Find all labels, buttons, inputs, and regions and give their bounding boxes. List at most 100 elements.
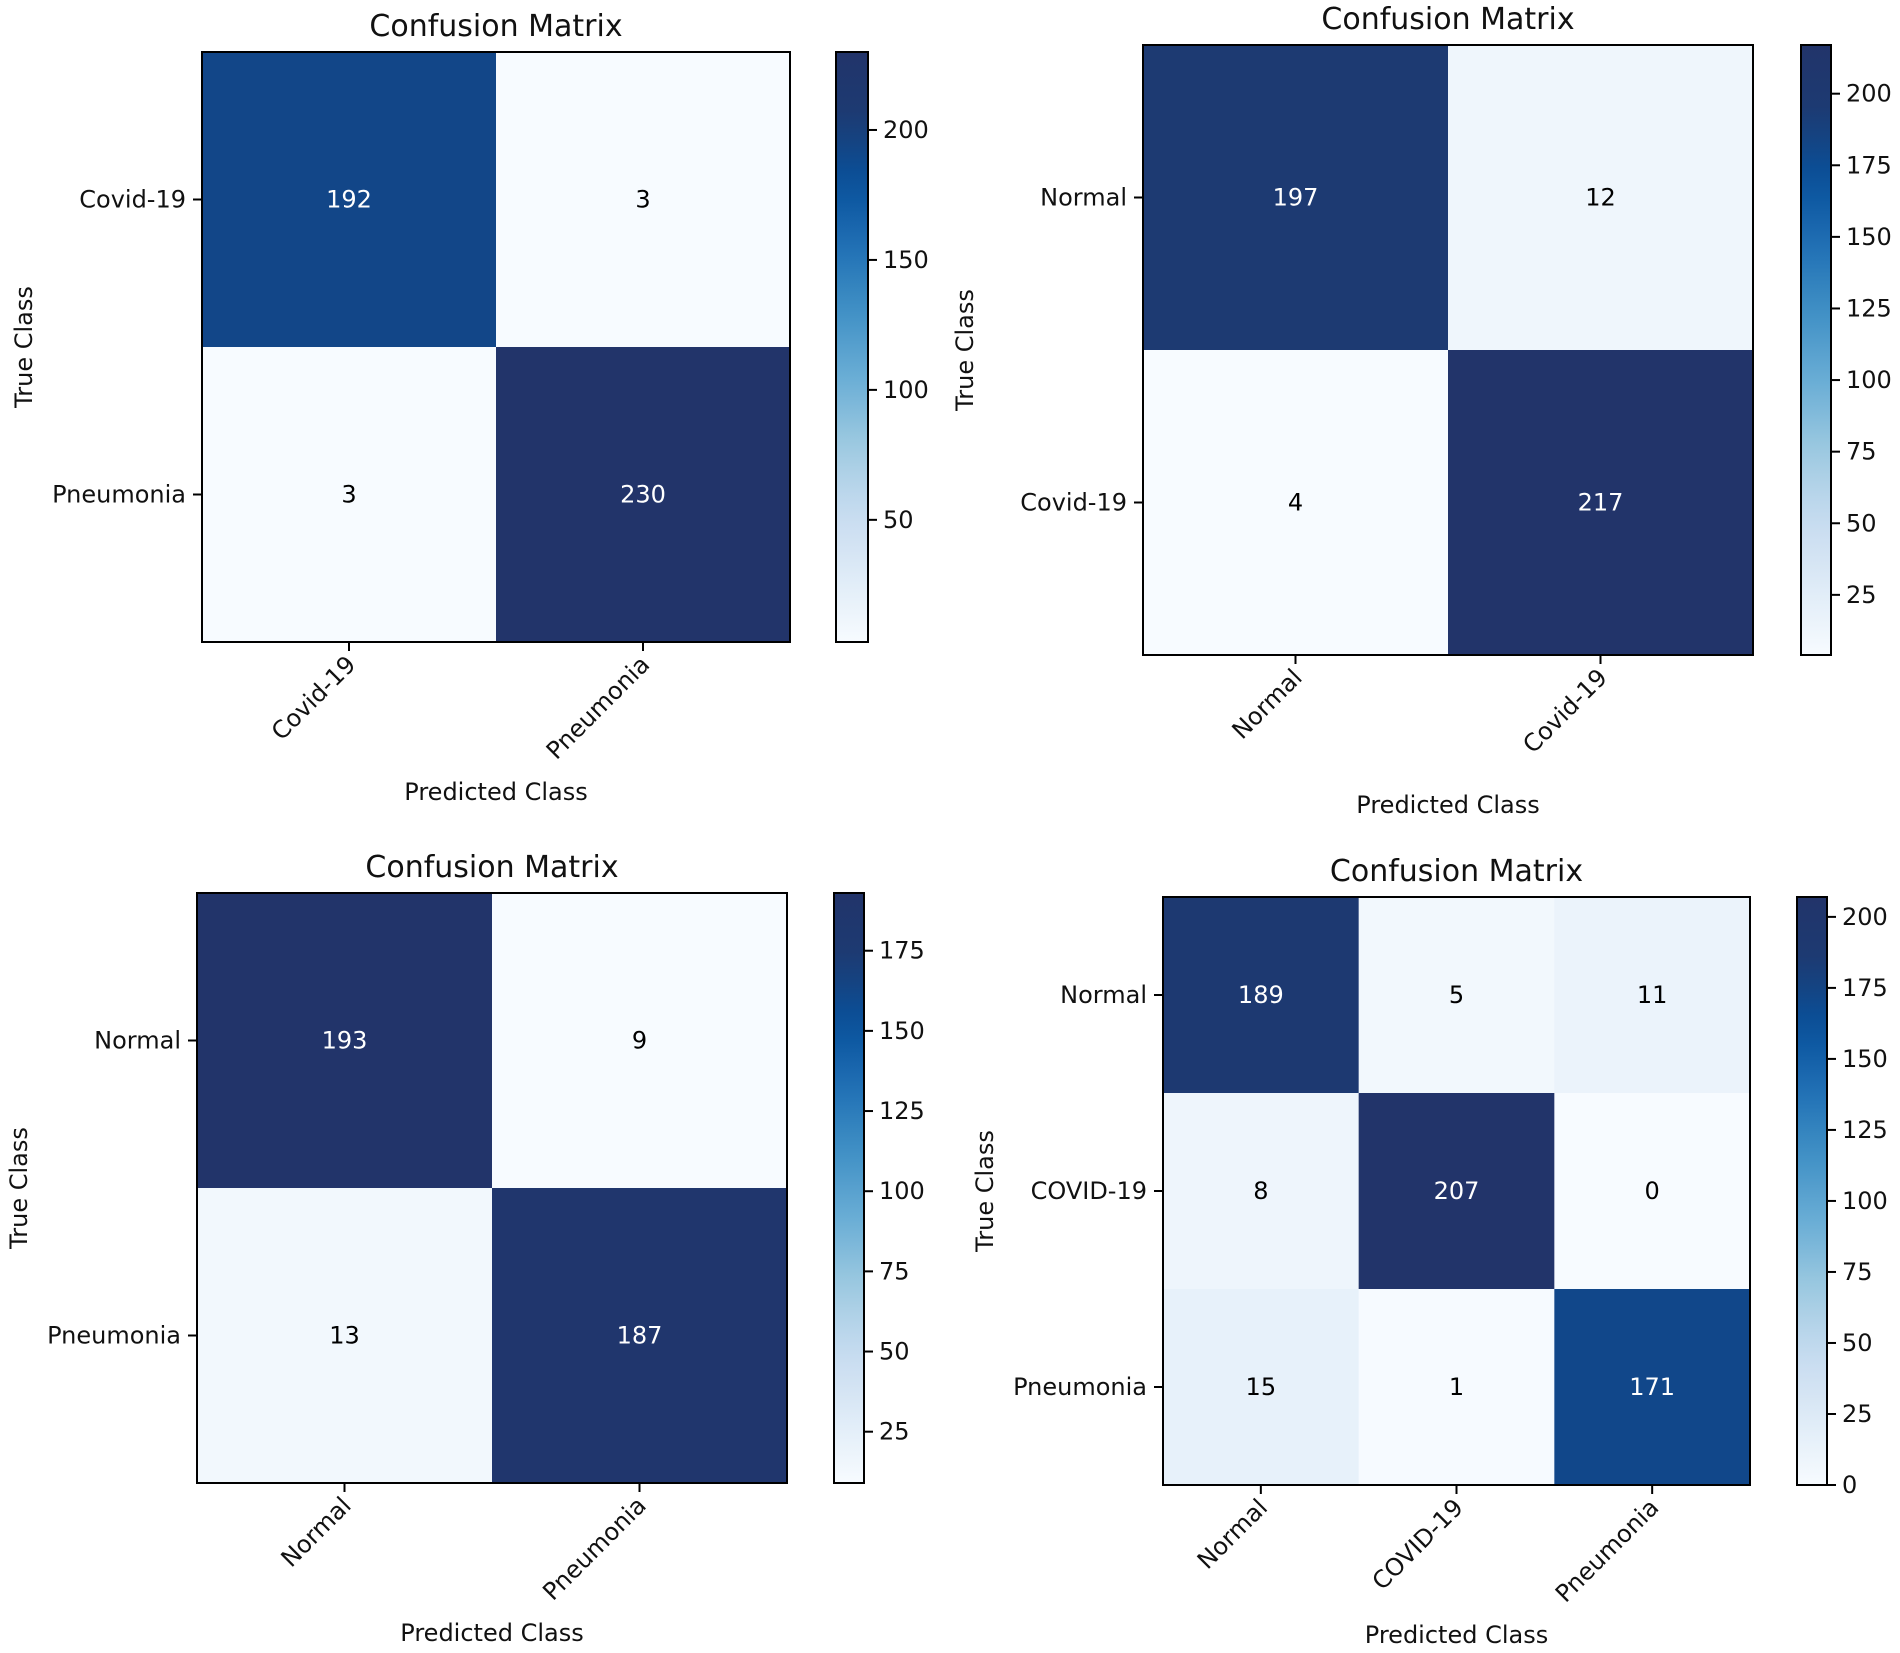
colorbar-tick-label: 125: [879, 1097, 925, 1125]
x-tick-label: Covid-19: [266, 650, 361, 745]
colorbar: [1800, 44, 1832, 656]
x-tick-label: Normal: [276, 1491, 357, 1572]
x-axis-label: Predicted Class: [404, 778, 587, 806]
heatmap-cell: [1143, 350, 1449, 656]
colorbar-tick-label: 200: [1842, 903, 1888, 931]
heatmap-cell: [1143, 45, 1449, 351]
y-tick-label: Normal: [1060, 981, 1147, 1009]
cell-value-label: 12: [1585, 184, 1616, 212]
colorbar-tick-label: 50: [1842, 1329, 1873, 1357]
colorbar-tick-label: 125: [1842, 1116, 1888, 1144]
y-tick-label: Pneumonia: [1013, 1373, 1147, 1401]
y-axis-label: True Class: [971, 1130, 999, 1253]
colorbar-tick-label: 25: [1842, 1400, 1873, 1428]
heatmap-cell: [1554, 1289, 1751, 1486]
x-tick-label: Normal: [1227, 663, 1308, 744]
cell-value-label: 13: [329, 1322, 360, 1350]
x-axis-label: Predicted Class: [1356, 791, 1539, 819]
x-tick-label: Pneumonia: [1550, 1493, 1664, 1607]
y-tick-label: COVID-19: [1031, 1177, 1147, 1205]
heatmap-cell: [1163, 1093, 1360, 1290]
colorbar-tick-label: 50: [883, 506, 914, 534]
heatmap-cell: [1358, 897, 1555, 1094]
chart-title: Confusion Matrix: [1330, 854, 1583, 889]
colorbar-tick-label: 150: [879, 1017, 925, 1045]
y-tick-label: Normal: [1040, 184, 1127, 212]
heatmap-cell: [496, 52, 791, 348]
chart-title: Confusion Matrix: [365, 850, 618, 885]
chart-title: Confusion Matrix: [369, 9, 622, 44]
heatmap-cell: [1358, 1093, 1555, 1290]
cell-value-label: 11: [1637, 981, 1668, 1009]
confusion-matrix-panel-4: Confusion Matrix 189 5 11 8 207 0 15 1 171 Normal C…: [971, 854, 1888, 1649]
colorbar-tick-label: 175: [1842, 974, 1888, 1002]
heatmap-cell: [492, 1188, 788, 1484]
heatmap-cell: [202, 52, 497, 348]
cell-value-label: 197: [1273, 184, 1319, 212]
y-tick-label: Covid-19: [1020, 489, 1127, 517]
heatmap-cell: [1448, 45, 1754, 351]
heatmap-cell: [1554, 1093, 1751, 1290]
colorbar-tick-label: 100: [883, 376, 929, 404]
y-axis-label: True Class: [951, 289, 979, 412]
cell-value-label: 8: [1253, 1177, 1268, 1205]
colorbar-tick-label: 200: [1846, 80, 1892, 108]
colorbar-tick-label: 150: [883, 246, 929, 274]
heatmap-cell: [1163, 897, 1360, 1094]
cell-value-label: 192: [326, 186, 372, 214]
heatmap-cell: [1163, 1289, 1360, 1486]
y-tick-label: Pneumonia: [47, 1322, 181, 1350]
heatmap-cell: [492, 893, 788, 1189]
colorbar: [833, 892, 865, 1484]
y-tick-label: Pneumonia: [52, 481, 186, 509]
colorbar-tick-label: 150: [1842, 1045, 1888, 1073]
cell-value-label: 217: [1578, 489, 1624, 517]
confusion-matrix-panel-1: Confusion Matrix 192 3 3 230 Covid-19 Pneumoni…: [10, 9, 929, 806]
colorbar-tick-label: 25: [879, 1418, 910, 1446]
heatmap-cell: [202, 347, 497, 643]
cell-value-label: 1: [1449, 1373, 1464, 1401]
colorbar-tick-label: 175: [879, 937, 925, 965]
y-tick-label: Covid-19: [79, 186, 186, 214]
matrix-frame: [196, 892, 788, 1484]
chart-title: Confusion Matrix: [1321, 2, 1574, 37]
x-axis-label: Predicted Class: [1365, 1621, 1548, 1649]
colorbar-tick-label: 150: [1846, 223, 1892, 251]
cell-value-label: 193: [322, 1027, 368, 1055]
confusion-matrix-panel-2: Confusion Matrix 197 12 4 217 Normal Covid-19 N…: [951, 2, 1892, 819]
x-axis-label: Predicted Class: [400, 1619, 583, 1647]
colorbar-tick-label: 50: [879, 1338, 910, 1366]
colorbar: [835, 51, 869, 643]
colorbar-tick-label: 50: [1846, 509, 1877, 537]
cell-value-label: 3: [635, 186, 650, 214]
heatmap-cell: [1358, 1289, 1555, 1486]
colorbar-tick-label: 25: [1846, 581, 1877, 609]
cell-value-label: 9: [632, 1027, 647, 1055]
cell-value-label: 0: [1645, 1177, 1660, 1205]
colorbar-tick-label: 75: [879, 1257, 910, 1285]
colorbar-tick-label: 200: [883, 116, 929, 144]
heatmap-cell: [1554, 897, 1751, 1094]
colorbar-tick-label: 75: [1842, 1258, 1873, 1286]
x-tick-label: COVID-19: [1367, 1493, 1469, 1595]
x-tick-label: Pneumonia: [541, 650, 655, 764]
cell-value-label: 3: [341, 481, 356, 509]
cell-value-label: 230: [620, 481, 666, 509]
cell-value-label: 189: [1238, 981, 1284, 1009]
cell-value-label: 187: [617, 1322, 663, 1350]
cell-value-label: 5: [1449, 981, 1464, 1009]
cell-value-label: 171: [1629, 1373, 1675, 1401]
colorbar-tick-label: 0: [1842, 1471, 1857, 1499]
cell-value-label: 207: [1434, 1177, 1480, 1205]
x-tick-label: Pneumonia: [537, 1491, 651, 1605]
x-tick-label: Normal: [1192, 1493, 1273, 1574]
colorbar-tick-label: 100: [1842, 1187, 1888, 1215]
y-axis-label: True Class: [10, 286, 38, 409]
heatmap-cell: [1448, 350, 1754, 656]
colorbar-tick-label: 75: [1846, 438, 1877, 466]
colorbar-tick-label: 175: [1846, 151, 1892, 179]
matrix-frame: [201, 51, 791, 643]
colorbar-tick-label: 125: [1846, 294, 1892, 322]
heatmap-cell: [496, 347, 791, 643]
